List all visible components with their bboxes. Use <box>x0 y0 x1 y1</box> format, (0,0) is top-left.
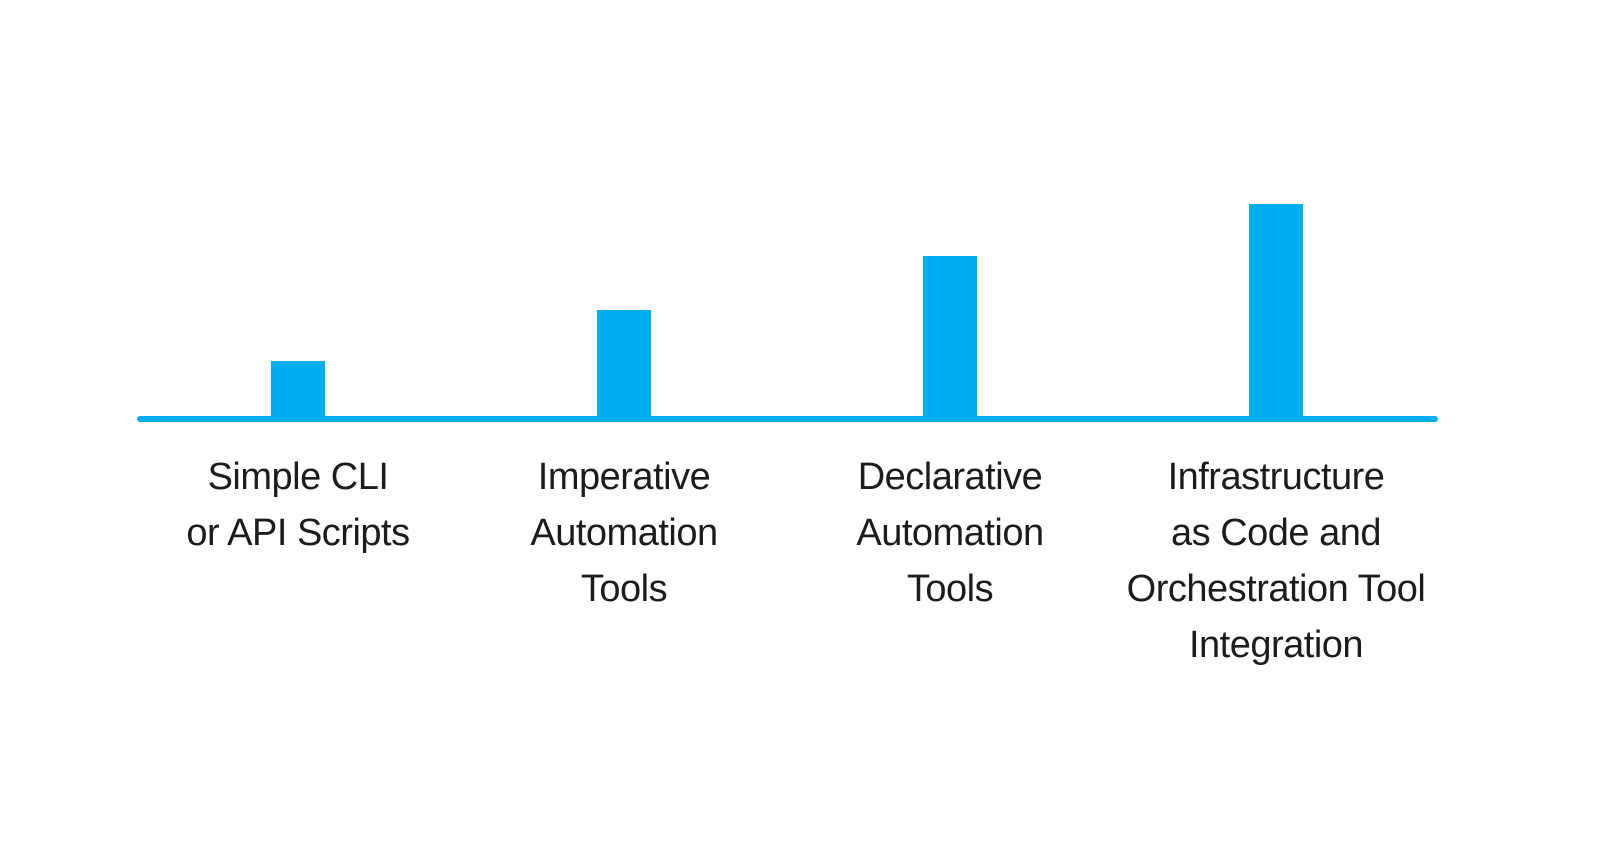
category-label-line: or API Scripts <box>186 512 410 554</box>
category-label-line: Automation <box>530 512 718 554</box>
bar <box>1249 204 1303 422</box>
bar <box>271 361 325 422</box>
category-label-line: as Code and <box>1171 512 1382 554</box>
category-label-line: Infrastructure <box>1167 456 1385 498</box>
category-label: Simple CLI or API Scripts <box>118 449 478 561</box>
category-label: Declarative Automation Tools <box>770 449 1130 617</box>
category-label-line: Declarative <box>857 456 1043 498</box>
category-label-line: Imperative <box>537 456 711 498</box>
bar <box>923 256 977 422</box>
category-label-line: Automation <box>856 512 1044 554</box>
category-label: Infrastructure as Code and Orchestration T… <box>1096 449 1456 673</box>
category-label-line: Integration <box>1188 624 1364 666</box>
category-label-line: Orchestration Tool <box>1126 568 1426 610</box>
category-label-line: Tools <box>580 568 668 610</box>
category-label: Imperative Automation Tools <box>444 449 804 617</box>
bar <box>597 310 651 422</box>
x-axis-line <box>137 416 1438 422</box>
category-label-line: Simple CLI <box>207 456 389 498</box>
category-label-line: Tools <box>906 568 994 610</box>
